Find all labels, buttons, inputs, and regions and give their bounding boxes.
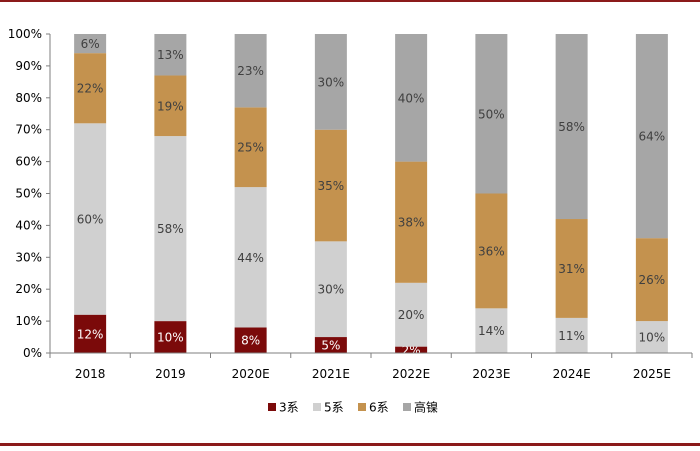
data-label: 20% (398, 308, 425, 322)
legend-swatch (313, 403, 321, 411)
data-label: 12% (77, 327, 104, 341)
data-label: 26% (639, 273, 666, 287)
y-tick-label: 40% (15, 218, 42, 232)
data-label: 22% (77, 82, 104, 96)
x-tick-label: 2024E (553, 367, 591, 381)
y-tick-label: 80% (15, 91, 42, 105)
data-label: 14% (478, 324, 505, 338)
data-label: 64% (639, 130, 666, 144)
bar-segment (635, 238, 668, 322)
bar-segment (74, 314, 107, 353)
bar-segment (395, 346, 428, 353)
bar-segment (234, 327, 267, 353)
data-label: 6% (81, 37, 100, 51)
x-tick-label: 2019 (155, 367, 186, 381)
legend-label: 3系 (279, 401, 299, 415)
data-label: 19% (157, 99, 184, 113)
bar-segment (555, 34, 588, 220)
x-tick-label: 2023E (472, 367, 510, 381)
bar-segment (234, 107, 267, 188)
bar-segment (635, 321, 668, 353)
bar-segment (74, 123, 107, 315)
bar-segment (154, 136, 187, 322)
legend-swatch (358, 403, 366, 411)
bar-segment (154, 34, 187, 76)
bar-segment (234, 34, 267, 108)
data-label: 58% (558, 120, 585, 134)
bar-segment (74, 53, 107, 124)
legend-swatch (268, 403, 276, 411)
y-tick-label: 20% (15, 282, 42, 296)
y-tick-label: 90% (15, 59, 42, 73)
bar-segment (314, 241, 347, 338)
y-tick-label: 50% (15, 187, 42, 201)
data-label: 2% (402, 343, 421, 357)
data-label: 40% (398, 91, 425, 105)
bar-segment (555, 219, 588, 318)
data-label: 10% (157, 331, 184, 345)
bar-segment (395, 282, 428, 347)
data-label: 35% (318, 179, 345, 193)
data-label: 38% (398, 216, 425, 230)
y-tick-label: 100% (8, 27, 42, 41)
data-label: 10% (639, 331, 666, 345)
y-tick-label: 10% (15, 314, 42, 328)
x-tick-label: 2021E (312, 367, 350, 381)
data-label: 23% (237, 64, 264, 78)
bar-segment (234, 187, 267, 328)
data-label: 30% (318, 283, 345, 297)
bar-segment (314, 34, 347, 130)
data-label: 36% (478, 244, 505, 258)
legend-swatch (403, 403, 411, 411)
bar-segment (395, 34, 428, 162)
data-label: 30% (318, 75, 345, 89)
bottom-border (0, 443, 700, 446)
legend-label: 6系 (369, 401, 389, 415)
bar-segment (475, 193, 508, 309)
data-label: 5% (321, 339, 340, 353)
data-label: 60% (77, 213, 104, 227)
bar-segment (635, 34, 668, 239)
data-label: 50% (478, 107, 505, 121)
bar-segment (154, 75, 187, 137)
legend-label: 高镍 (414, 400, 438, 415)
x-tick-label: 2025E (633, 367, 671, 381)
x-tick-label: 2022E (392, 367, 430, 381)
data-label: 25% (237, 141, 264, 155)
data-label: 58% (157, 222, 184, 236)
data-label: 31% (558, 262, 585, 276)
data-label: 11% (558, 329, 585, 343)
data-label: 44% (237, 251, 264, 265)
data-label: 8% (241, 334, 260, 348)
legend-label: 5系 (324, 401, 344, 415)
bar-segment (74, 34, 107, 54)
bar-segment (475, 308, 508, 353)
data-label: 13% (157, 48, 184, 62)
bar-segment (314, 337, 347, 353)
y-tick-label: 70% (15, 123, 42, 137)
bar-segment (475, 34, 508, 194)
x-tick-label: 2018 (75, 367, 106, 381)
bar-segment (314, 129, 347, 242)
y-tick-label: 60% (15, 155, 42, 169)
y-tick-label: 30% (15, 250, 42, 264)
bar-segment (154, 321, 187, 353)
y-tick-label: 0% (23, 346, 42, 360)
x-tick-label: 2020E (232, 367, 270, 381)
bar-segment (395, 161, 428, 283)
top-border (0, 0, 700, 2)
bar-segment (555, 317, 588, 353)
